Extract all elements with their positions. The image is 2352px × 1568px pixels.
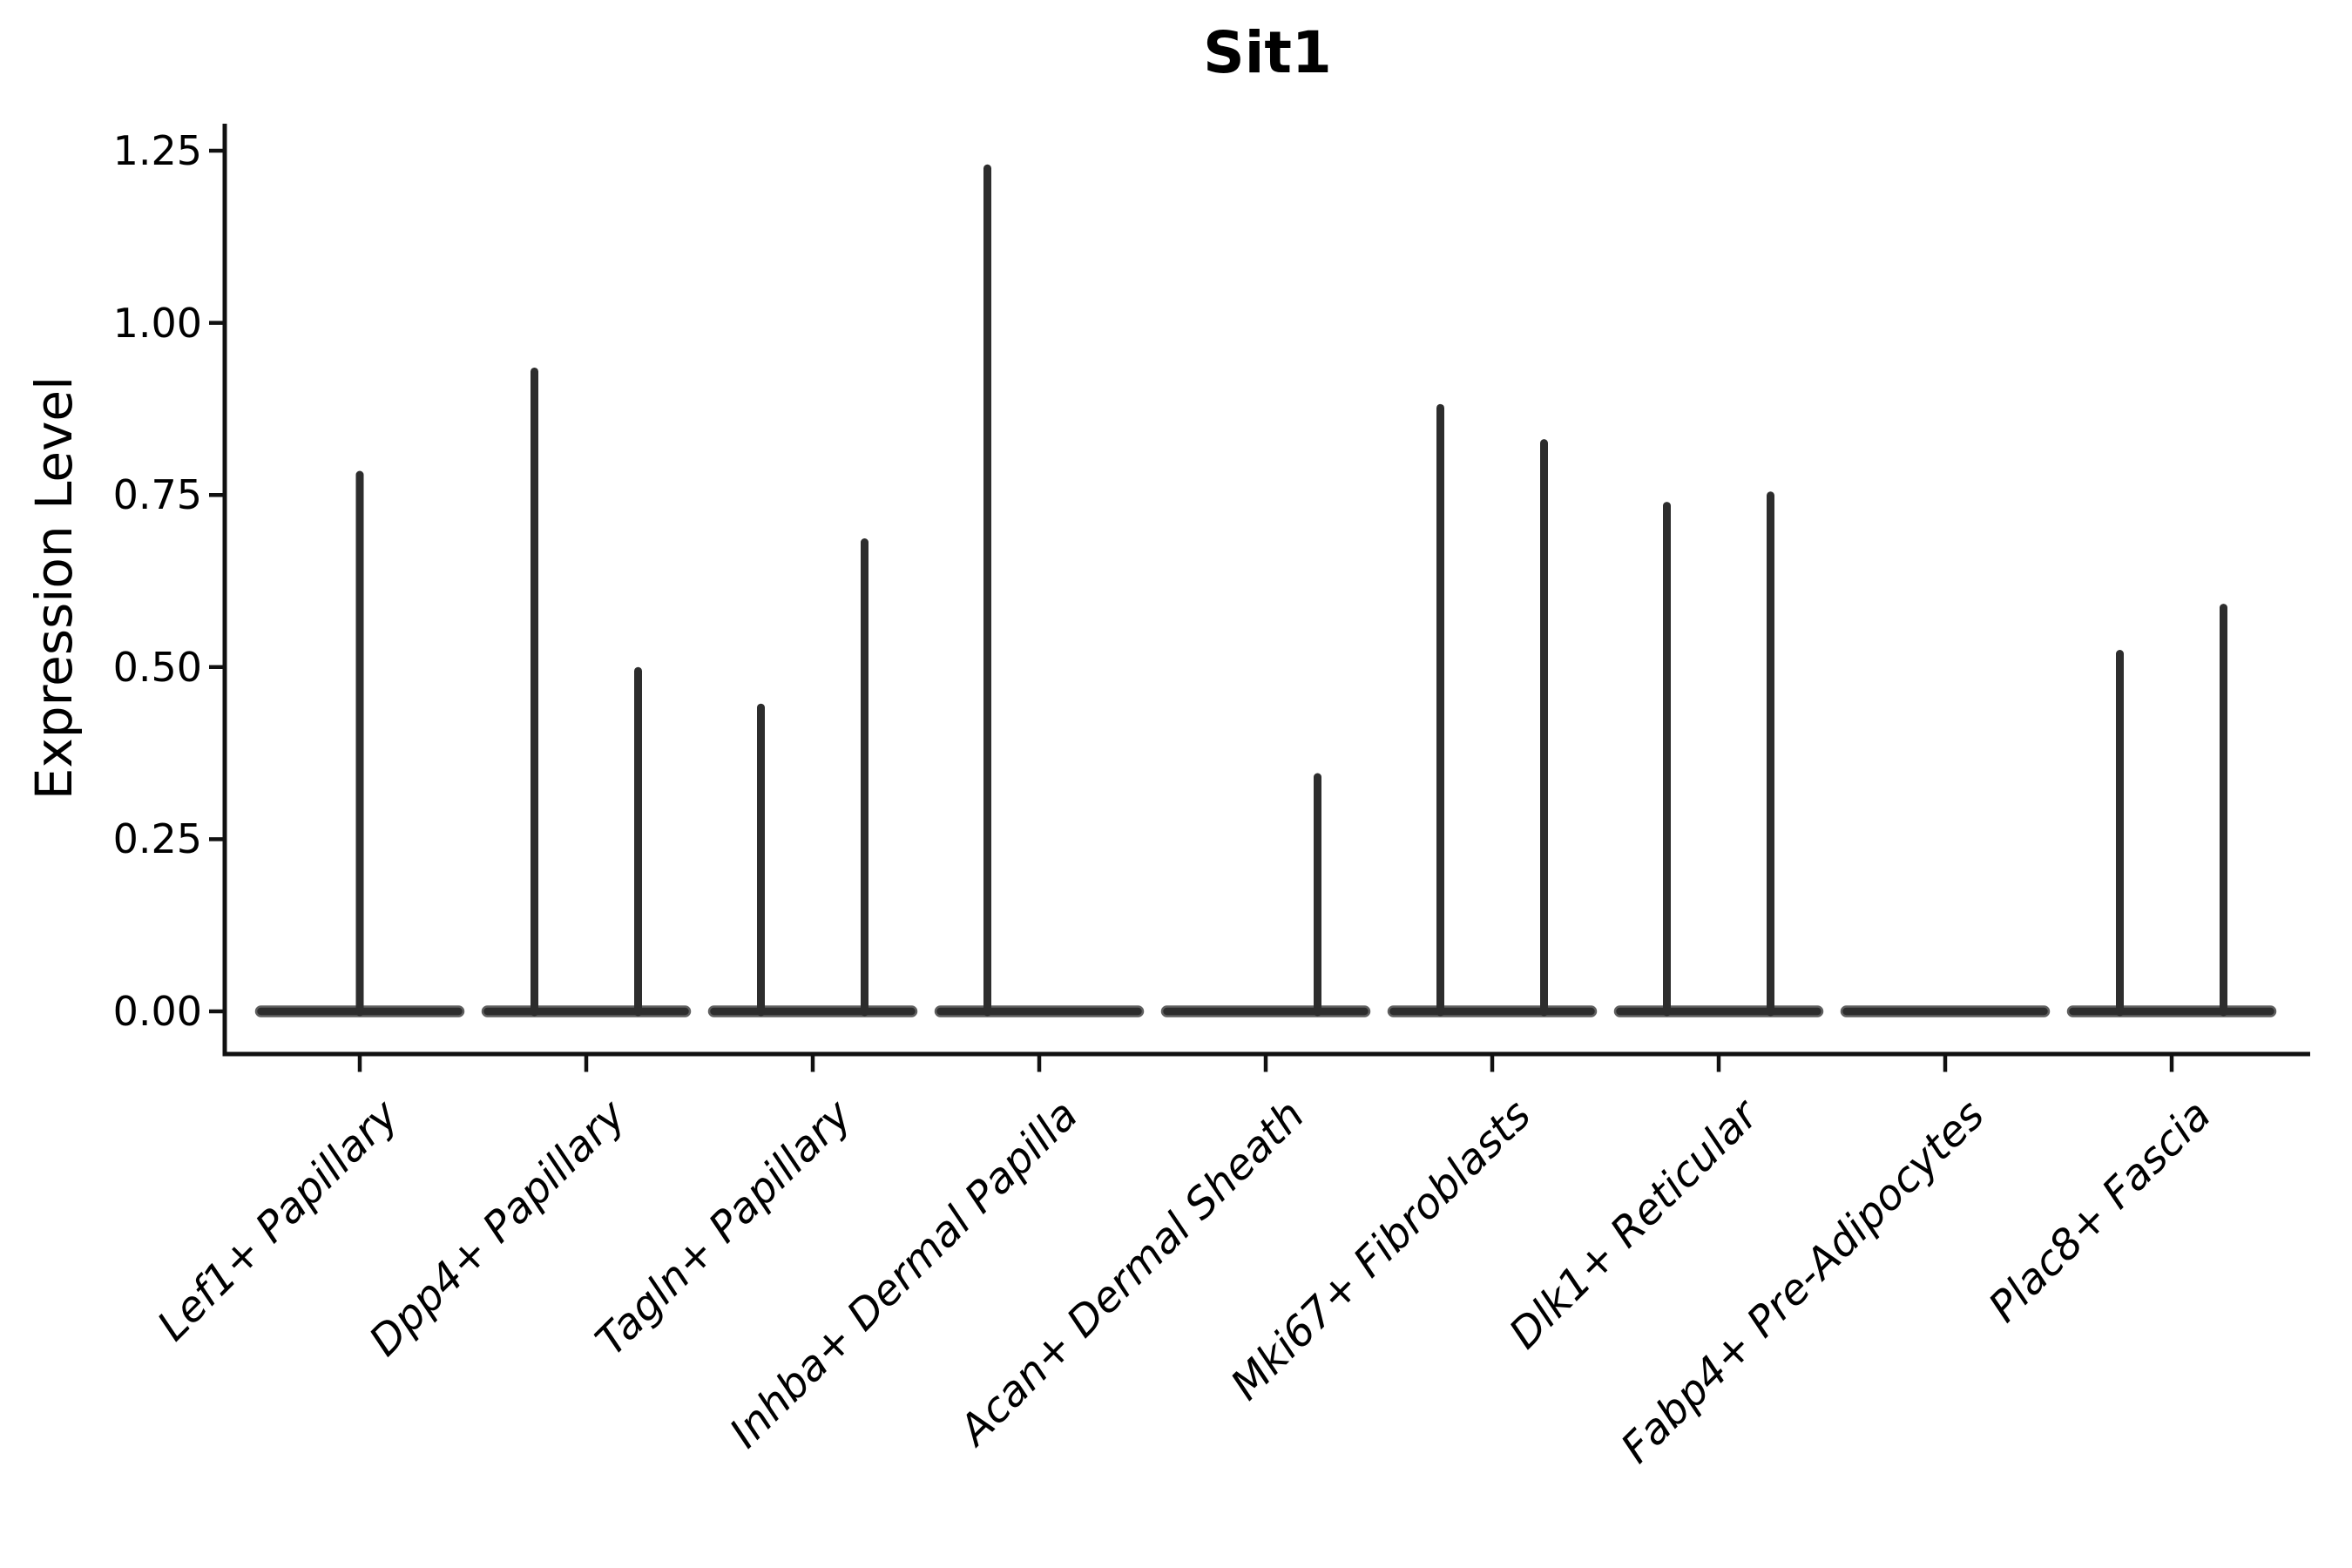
y-tick-label: 0.25	[112, 815, 202, 863]
violin-spike	[355, 470, 364, 1017]
violin-base	[1613, 1005, 1824, 1017]
y-tick-label: 0.75	[112, 471, 202, 519]
violin-base	[1160, 1005, 1371, 1017]
y-tick-label: 0.50	[112, 643, 202, 691]
violin-spike	[861, 537, 868, 1017]
violin-spike	[2116, 650, 2124, 1017]
violin-spike	[2220, 604, 2227, 1017]
chart-title: Sit1	[1203, 19, 1332, 86]
violin-spike	[757, 703, 765, 1017]
violin-base	[1840, 1005, 2051, 1017]
y-tick-label: 1.25	[112, 127, 202, 174]
y-tick-label: 1.00	[112, 299, 202, 347]
violin-spike	[634, 666, 642, 1017]
violin-spike	[983, 164, 991, 1017]
violin-spike	[1314, 773, 1321, 1017]
violin-base	[2066, 1005, 2277, 1017]
violin-spike	[531, 367, 538, 1017]
violin-spike	[1767, 491, 1774, 1017]
y-tick-label: 0.00	[112, 988, 202, 1035]
violin-base	[481, 1005, 692, 1017]
violin-spike	[1663, 502, 1671, 1017]
violin-base	[707, 1005, 918, 1017]
violin-spike	[1540, 439, 1548, 1017]
violin-spike	[1436, 403, 1444, 1017]
violin-base	[1387, 1005, 1598, 1017]
violin-base	[934, 1005, 1145, 1017]
